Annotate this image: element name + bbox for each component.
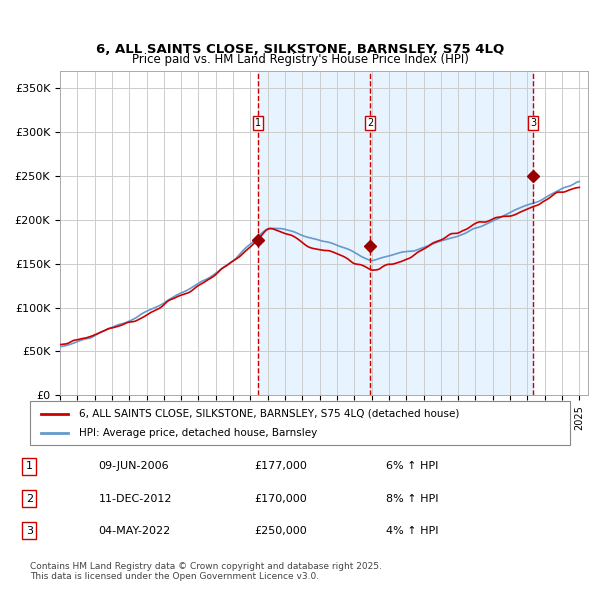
Text: 11-DEC-2012: 11-DEC-2012 [98,494,172,503]
Text: 09-JUN-2006: 09-JUN-2006 [98,461,169,471]
Bar [257,71,533,395]
Text: 3: 3 [26,526,33,536]
Text: 1: 1 [26,461,33,471]
FancyBboxPatch shape [30,401,570,445]
Text: 3: 3 [530,119,536,129]
Text: £177,000: £177,000 [254,461,307,471]
Text: Price paid vs. HM Land Registry's House Price Index (HPI): Price paid vs. HM Land Registry's House … [131,53,469,66]
Text: 6% ↑ HPI: 6% ↑ HPI [386,461,439,471]
Text: HPI: Average price, detached house, Barnsley: HPI: Average price, detached house, Barn… [79,428,317,438]
Text: £170,000: £170,000 [254,494,307,503]
Text: £250,000: £250,000 [254,526,307,536]
Text: 6, ALL SAINTS CLOSE, SILKSTONE, BARNSLEY, S75 4LQ (detached house): 6, ALL SAINTS CLOSE, SILKSTONE, BARNSLEY… [79,409,459,418]
Text: 4% ↑ HPI: 4% ↑ HPI [386,526,439,536]
Text: 6, ALL SAINTS CLOSE, SILKSTONE, BARNSLEY, S75 4LQ: 6, ALL SAINTS CLOSE, SILKSTONE, BARNSLEY… [96,43,504,56]
Text: 04-MAY-2022: 04-MAY-2022 [98,526,170,536]
Text: 1: 1 [254,119,261,129]
Text: 8% ↑ HPI: 8% ↑ HPI [386,494,439,503]
Text: Contains HM Land Registry data © Crown copyright and database right 2025.
This d: Contains HM Land Registry data © Crown c… [30,562,382,581]
Text: 2: 2 [367,119,373,129]
Text: 2: 2 [26,494,33,503]
